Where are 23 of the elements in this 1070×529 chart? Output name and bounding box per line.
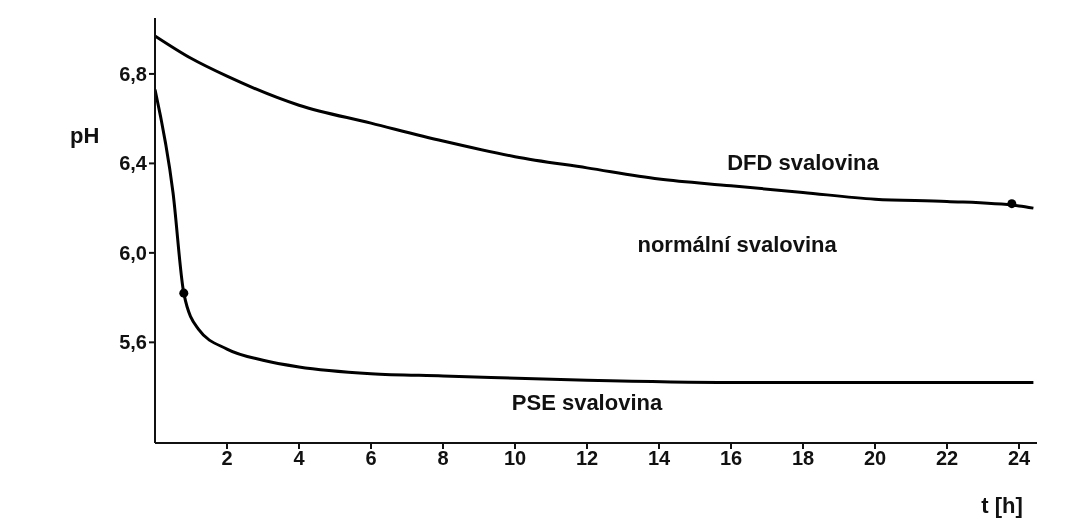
series-label: PSE svalovina [511,390,663,416]
y-tick-label: 6,4 [119,152,148,175]
x-tick-label: 6 [365,447,377,470]
x-tick-label: 14 [647,447,671,470]
x-tick-label: 20 [863,447,887,470]
x-tick-label: 2 [221,447,233,470]
x-tick-label: 8 [437,447,449,470]
x-tick-label: 10 [503,447,527,470]
y-tick-label: 6,8 [119,63,147,86]
x-tick-label: 16 [719,447,743,470]
x-tick-label: 4 [293,447,306,470]
x-tick-label: 12 [575,447,599,470]
series-label: DFD svalovina [727,150,880,176]
x-tick-label: 18 [791,447,815,470]
annotation: normální svalovina [637,231,838,257]
y-tick-label: 6,0 [119,241,147,264]
x-axis-title: t [h] [981,493,1023,518]
line-series [155,88,1035,385]
y-axis-title: pH [70,123,100,149]
x-tick-label: 22 [935,447,959,470]
y-tick-label: 5,6 [119,331,147,354]
x-tick-label: 24 [1007,447,1031,470]
line-series [155,34,1035,210]
